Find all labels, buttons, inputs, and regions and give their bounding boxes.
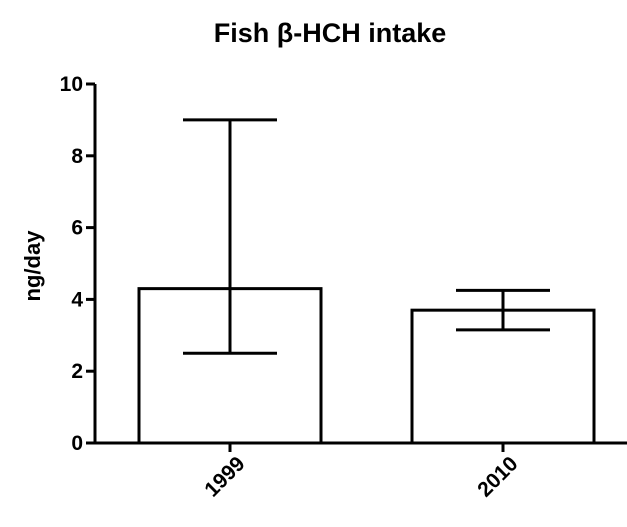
y-tick-label-10: 10 bbox=[60, 73, 83, 96]
chart-title: Fish β-HCH intake bbox=[214, 18, 447, 48]
y-tick-label-8: 8 bbox=[71, 145, 83, 168]
plot-area: 1999 2010 0 2 4 6 8 10 bbox=[60, 73, 627, 502]
y-tick-label-0: 0 bbox=[71, 432, 83, 455]
y-axis-label: ng/day bbox=[20, 230, 45, 302]
y-tick-label-4: 4 bbox=[71, 288, 83, 311]
x-tick-label-2010: 2010 bbox=[473, 452, 522, 501]
y-tick-label-2: 2 bbox=[71, 360, 83, 383]
y-tick-label-6: 6 bbox=[71, 217, 83, 240]
x-tick-label-1999: 1999 bbox=[200, 452, 249, 501]
